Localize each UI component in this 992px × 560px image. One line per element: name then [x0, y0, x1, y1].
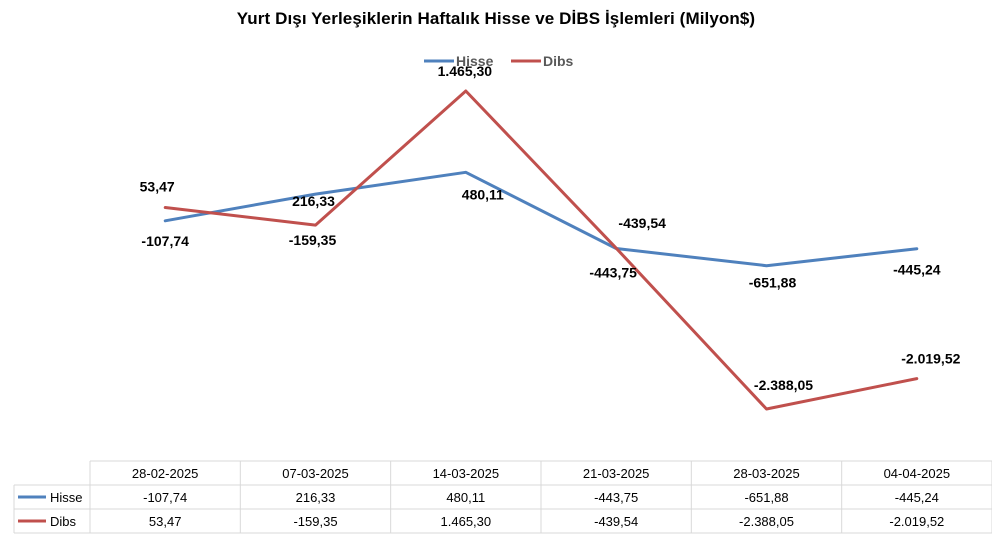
legend: Hisse Dibs: [424, 53, 574, 69]
legend-label-hisse: Hisse: [456, 53, 494, 69]
data-label-dibs-1: -159,35: [289, 232, 337, 248]
table-header-5: 04-04-2025: [884, 466, 951, 481]
legend-label-dibs: Dibs: [543, 53, 574, 69]
data-label-hisse-4: -651,88: [749, 275, 797, 291]
data-label-hisse-5: -445,24: [893, 262, 941, 278]
table-cell-hisse-5: -445,24: [895, 490, 939, 505]
data-label-dibs-5: -2.019,52: [901, 351, 960, 367]
table-series-name-hisse: Hisse: [50, 490, 83, 505]
data-label-hisse-1: 216,33: [292, 193, 335, 209]
data-label-hisse-2: 480,11: [462, 186, 504, 202]
chart-title: Yurt Dışı Yerleşiklerin Haftalık Hisse v…: [236, 9, 756, 28]
table-cell-dibs-1: -159,35: [293, 514, 337, 529]
table-cell-hisse-3: -443,75: [594, 490, 638, 505]
table-cell-hisse-0: -107,74: [143, 490, 187, 505]
table-cell-dibs-5: -2.019,52: [889, 514, 944, 529]
table-cell-dibs-4: -2.388,05: [739, 514, 794, 529]
series-line-dibs: [163, 89, 919, 411]
data-label-dibs-0: 53,47: [140, 179, 175, 195]
series-line-hisse: [163, 170, 919, 268]
table-header-2: 14-03-2025: [433, 466, 500, 481]
data-label-dibs-4: -2.388,05: [754, 377, 813, 393]
table-cell-hisse-2: 480,11: [446, 490, 485, 505]
table-header-1: 07-03-2025: [282, 466, 349, 481]
data-label-dibs-2: 1.465,30: [438, 63, 493, 79]
data-label-dibs-3: -439,54: [618, 215, 666, 231]
table-cell-hisse-4: -651,88: [744, 490, 788, 505]
table-cell-dibs-2: 1.465,30: [441, 514, 492, 529]
table-cell-dibs-3: -439,54: [594, 514, 638, 529]
data-label-hisse-0: -107,74: [141, 233, 189, 249]
table-series-name-dibs: Dibs: [50, 514, 77, 529]
series-layer: [163, 89, 919, 411]
table-header-4: 28-03-2025: [733, 466, 800, 481]
data-label-hisse-3: -443,75: [589, 265, 637, 281]
data-table: 28-02-2025 07-03-2025 14-03-2025 21-03-2025…: [13, 460, 992, 534]
table-cell-hisse-1: 216,33: [296, 490, 336, 505]
table-cell-dibs-0: 53,47: [149, 514, 182, 529]
table-header-0: 28-02-2025: [132, 466, 199, 481]
table-header-3: 21-03-2025: [583, 466, 650, 481]
data-labels: -107,74 216,33 480,11 -443,75 -651,88 -445,24…: [140, 63, 961, 393]
